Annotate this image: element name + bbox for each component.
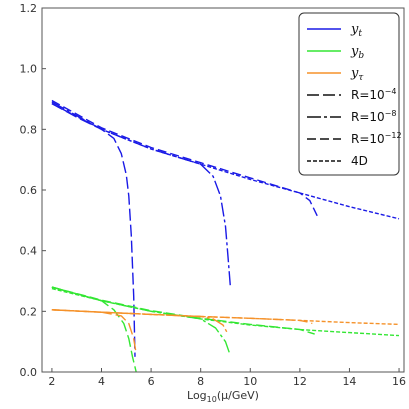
y-tick-label: 0.6 — [20, 184, 38, 197]
x-tick-label: 16 — [392, 375, 406, 388]
legend-box — [298, 12, 400, 176]
y-tick-label: 1.2 — [20, 2, 38, 15]
x-tick-label: 2 — [48, 375, 55, 388]
legend-label-D4: 4D — [351, 154, 368, 168]
x-tick-label: 12 — [293, 375, 307, 388]
legend-label-R3: R=10−12 — [351, 131, 402, 146]
series-yb-R2 — [51, 286, 230, 353]
y-tick-label: 0.2 — [20, 305, 38, 318]
y-tick-label: 0.4 — [20, 245, 38, 258]
y-tick-label: 0.8 — [20, 123, 38, 136]
legend-label-yb: yb — [350, 44, 364, 61]
series-yt-R3 — [51, 99, 318, 217]
ticks-layer: 2 4 6 8 10 12 14 16 0.0 0.2 0.4 0.6 0.8 1.0 1.2 — [20, 2, 407, 388]
legend: yt yb yτ R=10−4 R=10−8 R=10−12 4D — [298, 12, 402, 176]
x-tick-label: 4 — [98, 375, 105, 388]
series-layer — [51, 99, 400, 373]
legend-label-R2: R=10−8 — [351, 109, 396, 124]
legend-label-R1: R=10−4 — [351, 87, 396, 102]
x-tick-label: 8 — [197, 375, 204, 388]
series-yb-R3 — [51, 286, 315, 335]
y-tick-label: 1.0 — [20, 63, 38, 76]
series-ytau-R3 — [51, 309, 313, 325]
series-yt-D4 — [51, 102, 400, 220]
x-tick-label: 10 — [243, 375, 257, 388]
x-tick-label: 14 — [342, 375, 356, 388]
y-tick-label: 0.0 — [20, 366, 38, 379]
series-yt-R2 — [51, 101, 232, 288]
x-axis-label: Log10(μ/GeV) — [187, 389, 259, 404]
legend-label-yt: yt — [350, 22, 362, 39]
x-tick-label: 6 — [148, 375, 155, 388]
legend-label-ytau: yτ — [350, 66, 364, 83]
